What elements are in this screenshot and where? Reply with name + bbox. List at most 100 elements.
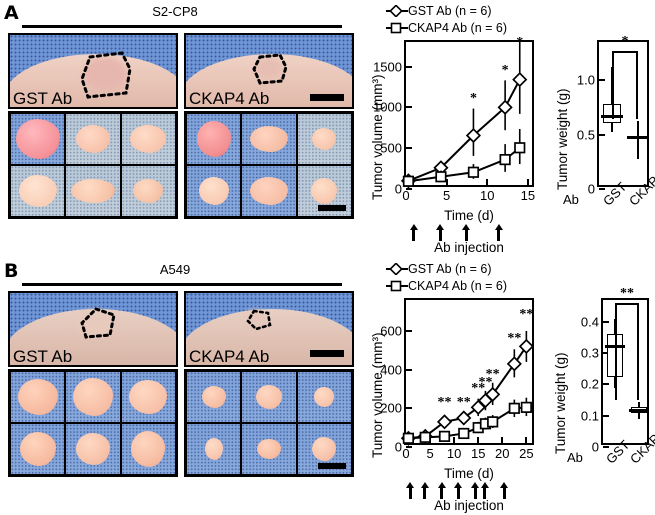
y-tick-label: 0.3 bbox=[580, 345, 599, 361]
x-tick-label: 10 bbox=[480, 188, 495, 203]
y-tick-mark bbox=[599, 188, 605, 190]
y-tick-mark bbox=[406, 407, 412, 410]
legend-entry-gst: GST Ab (n = 6) bbox=[386, 4, 492, 18]
x-tick-mark bbox=[445, 179, 448, 185]
tumor-grid-ckap4-b bbox=[184, 369, 354, 477]
injection-arrow bbox=[483, 486, 487, 499]
y-tick-label: 400 bbox=[380, 362, 402, 378]
tumor-outline-icon bbox=[80, 51, 132, 99]
y-tick-mark bbox=[599, 79, 605, 82]
photo-label-gst-b: GST Ab bbox=[13, 347, 73, 367]
tumor-outline-icon bbox=[252, 53, 288, 85]
y-tick-label: 0.2 bbox=[580, 376, 599, 392]
x-tick-label: 15 bbox=[470, 446, 486, 461]
significance-marker: ** bbox=[478, 375, 493, 391]
plot-area-a: 0 500 1000 1500 0 5 10 15 * * * bbox=[373, 35, 535, 203]
y-tick-label: 200 bbox=[380, 400, 402, 416]
significance-marker: ** bbox=[620, 285, 634, 301]
plot-area-box-a: 0 0.5 1.0 GST CKAP4 * bbox=[577, 34, 655, 209]
injection-arrow bbox=[464, 228, 468, 241]
y-tick-label: 0 bbox=[394, 439, 402, 455]
line-chart-b: Tumor volume (mm³) GST Ab (n = 6) CKAP4 … bbox=[356, 258, 541, 515]
injection-arrow bbox=[412, 228, 416, 241]
tumor-grid-ckap4-a bbox=[184, 111, 354, 219]
x-tick-label: 5 bbox=[426, 446, 434, 461]
panel-a-letter: A bbox=[4, 2, 19, 24]
panel-b-letter: B bbox=[4, 260, 18, 282]
significance-marker: * bbox=[501, 62, 509, 78]
x-tick-label: 5 bbox=[443, 188, 451, 203]
significance-marker: ** bbox=[485, 367, 500, 383]
x-tick-label: 0 bbox=[402, 188, 410, 203]
panel-b-rule bbox=[22, 283, 342, 286]
y-tick-mark bbox=[603, 446, 609, 448]
y-tick-mark bbox=[406, 368, 412, 371]
legend-label-ckap4: CKAP4 Ab (n = 6) bbox=[408, 279, 508, 293]
box-rect bbox=[606, 334, 624, 377]
panel-a: A S2-CP8 GST Ab CKAP4 Ab bbox=[0, 0, 655, 255]
y-tick-mark bbox=[406, 329, 412, 332]
y-tick-mark bbox=[603, 352, 609, 355]
y-tick-label: 0 bbox=[591, 439, 599, 455]
y-tick-mark bbox=[406, 446, 412, 448]
plot-area-box-b: 0 0.1 0.2 0.3 0.4 GST CKAP4 ** bbox=[581, 286, 655, 467]
photo-label-gst-a: GST Ab bbox=[13, 89, 73, 109]
line-chart-a: Tumor volume (mm³) GST Ab (n = 6) CKAP4 … bbox=[356, 0, 541, 255]
significance-marker: ** bbox=[456, 395, 471, 411]
panel-a-rule bbox=[22, 25, 342, 28]
y-tick-mark bbox=[406, 65, 412, 68]
y-axis-title: Tumor weight (g) bbox=[555, 88, 570, 190]
plot-area-b: 0 200 400 600 0 5 10 15 20 25 ** ** ** ** ** ** ** bbox=[380, 298, 534, 461]
y-axis-title: Tumor volume (mm³) bbox=[370, 332, 385, 458]
significance-marker: ** bbox=[519, 307, 534, 323]
x-tick-mark bbox=[477, 437, 480, 443]
median-line bbox=[628, 408, 650, 412]
y-tick-mark bbox=[603, 414, 609, 417]
injection-arrow bbox=[456, 486, 460, 499]
significance-marker: ** bbox=[437, 395, 452, 411]
injection-arrow bbox=[440, 486, 444, 499]
injection-label: Ab injection bbox=[434, 240, 504, 255]
y-tick-label: 0.5 bbox=[576, 127, 595, 143]
x-tick-label: 15 bbox=[520, 188, 536, 203]
median-line bbox=[604, 345, 626, 349]
significance-marker: * bbox=[621, 34, 629, 50]
y-tick-label: 600 bbox=[380, 323, 402, 339]
median-line bbox=[627, 135, 649, 139]
x-tick-mark bbox=[526, 179, 529, 185]
tumor-grid-gst-a bbox=[8, 111, 178, 219]
x-tick-mark bbox=[453, 437, 456, 443]
panel-b: B A549 GST Ab CKAP4 Ab bbox=[0, 258, 655, 515]
injection-arrow bbox=[502, 486, 506, 499]
injection-arrow bbox=[438, 228, 442, 241]
series-layer bbox=[400, 41, 528, 189]
scale-bar bbox=[317, 205, 346, 211]
y-tick-label: 1500 bbox=[373, 59, 402, 74]
y-tick-mark bbox=[603, 320, 609, 323]
y-tick-label: 0 bbox=[394, 181, 402, 197]
significance-marker: * bbox=[469, 91, 477, 107]
y-axis-title: Tumor volume (mm³) bbox=[370, 74, 385, 200]
significance-marker: ** bbox=[507, 330, 522, 346]
significance-bracket bbox=[612, 51, 638, 120]
injection-arrow bbox=[473, 486, 477, 499]
legend-label-gst: GST Ab (n = 6) bbox=[408, 4, 492, 18]
group-label: GST bbox=[600, 179, 630, 209]
injection-arrow bbox=[423, 486, 427, 499]
tumor-outline-icon bbox=[246, 309, 272, 331]
x-tick-label: 25 bbox=[519, 446, 534, 461]
scale-bar bbox=[310, 94, 344, 101]
ab-axis-label: Ab bbox=[567, 450, 583, 465]
series-layer bbox=[400, 330, 534, 446]
y-tick-mark bbox=[603, 383, 609, 386]
group-label: CKAP4 bbox=[626, 167, 655, 209]
y-tick-label: 0 bbox=[587, 181, 595, 197]
y-tick-label: 0.4 bbox=[580, 314, 599, 330]
y-tick-label: 0.1 bbox=[580, 408, 599, 424]
y-tick-mark bbox=[406, 106, 412, 109]
y-tick-label: 500 bbox=[380, 140, 402, 156]
box-chart-a: Tumor weight (g) 0 0.5 1.0 GST CKAP4 * Ab bbox=[541, 0, 655, 255]
panel-a-title: S2-CP8 bbox=[152, 4, 198, 19]
x-tick-mark bbox=[501, 437, 504, 443]
legend-entry-ckap4: CKAP4 Ab (n = 6) bbox=[386, 279, 507, 293]
